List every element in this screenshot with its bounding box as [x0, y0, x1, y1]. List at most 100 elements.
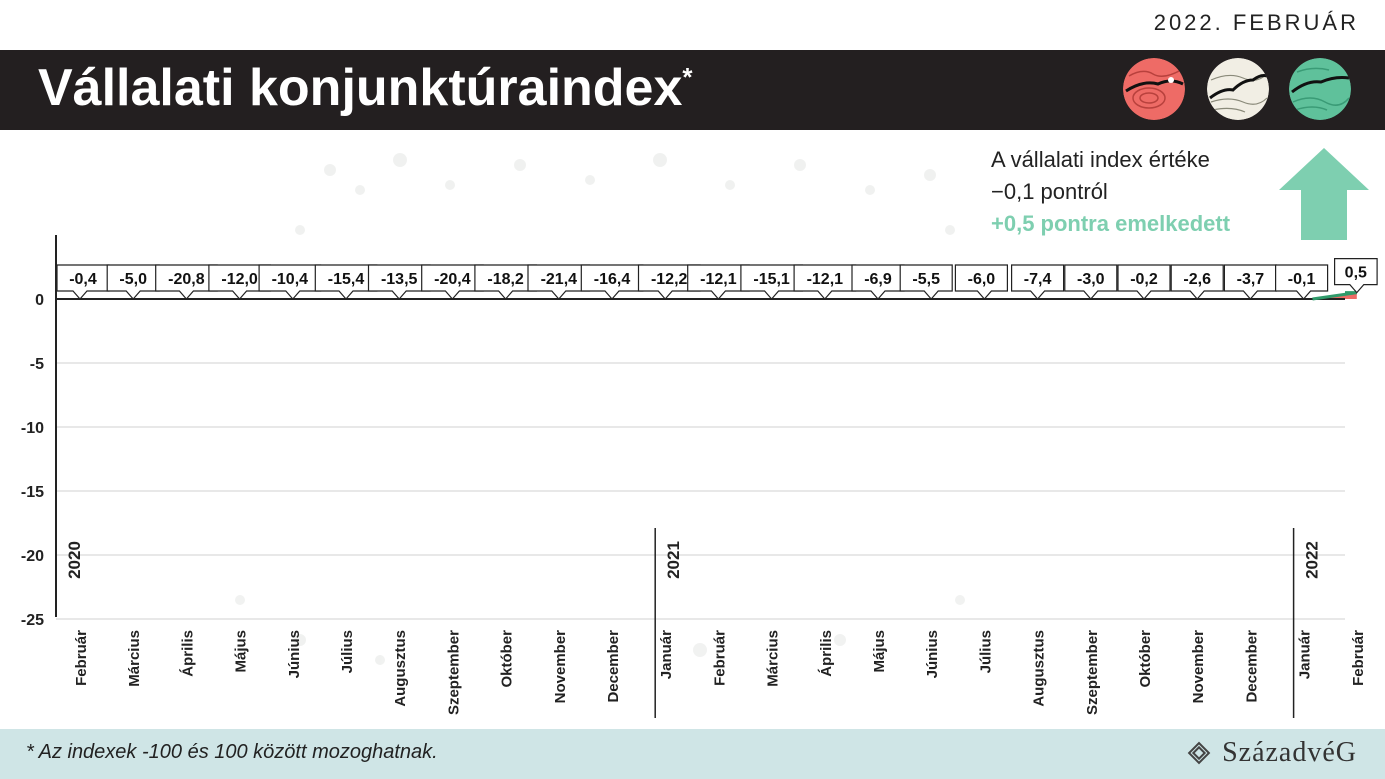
- x-tick-label: November: [1190, 630, 1207, 704]
- value-label: -0,4: [56, 264, 110, 300]
- x-tick-label: Szeptember: [445, 630, 462, 715]
- value-label: 0,5: [1334, 258, 1378, 294]
- value-label-text: -15,1: [753, 271, 790, 288]
- value-callout: [1334, 258, 1378, 294]
- x-tick-label: Február: [711, 630, 728, 686]
- value-label: -16,4: [580, 264, 644, 300]
- value-labels: -0,4 -5,0 -20,8 -12,0 -10,4 -15,4 -13,5 -20,4 -1…: [56, 258, 1378, 300]
- value-label: -12,1: [687, 264, 750, 300]
- value-label: -12,1: [793, 264, 857, 300]
- x-tick-label: Március: [765, 630, 782, 687]
- x-tick-label: Október: [499, 630, 516, 688]
- value-callout: [1275, 264, 1329, 300]
- x-tick-label: Október: [1137, 630, 1154, 688]
- info-text: A vállalati index értéke −0,1 pontról +0…: [991, 144, 1230, 240]
- value-label: -6,0: [954, 264, 1008, 300]
- value-label: -5,5: [899, 264, 953, 300]
- value-label: -21,4: [527, 264, 591, 300]
- value-label-text: -3,0: [1077, 271, 1105, 288]
- brand: SzázadvéG: [1184, 737, 1357, 769]
- value-label: -5,0: [106, 264, 160, 300]
- value-label: -6,9: [851, 264, 905, 300]
- value-label-text: -20,8: [168, 271, 205, 288]
- value-label-text: -12,1: [700, 271, 737, 288]
- x-tick-label: Június: [286, 630, 303, 678]
- info-line-2: −0,1 pontról: [991, 179, 1108, 204]
- value-callout: [1117, 264, 1171, 300]
- value-label: -13,5: [367, 264, 431, 300]
- x-tick-label: Március: [126, 630, 143, 687]
- y-tick-label: -25: [21, 612, 44, 629]
- brand-logo-icon: [1187, 741, 1211, 765]
- value-label: -3,0: [1064, 264, 1118, 300]
- year-markers: 2020 2021 2022: [65, 528, 1322, 718]
- value-label-text: -21,4: [541, 271, 578, 288]
- x-tick-label: Július: [339, 630, 356, 673]
- value-label-text: -12,0: [221, 271, 258, 288]
- value-label: -12,2: [637, 264, 701, 300]
- info-line-3: +0,5 pontra emelkedett: [991, 211, 1231, 236]
- value-label-text: -5,0: [119, 271, 147, 288]
- x-tick-label: Január: [1297, 630, 1314, 679]
- badge-cream-icon: [1207, 58, 1269, 120]
- value-label: -12,0: [208, 264, 271, 300]
- x-tick-label: Május: [233, 630, 250, 673]
- value-label-text: -0,1: [1288, 271, 1316, 288]
- chart: 0 -5 -10 -15 -20 -25 2020 2021 2022 Február Márc…: [21, 153, 1378, 718]
- value-callout: [954, 264, 1008, 300]
- date-label: 2022. FEBRUÁR: [1153, 10, 1359, 35]
- value-callout: [1064, 264, 1118, 300]
- background-dots: [235, 153, 984, 665]
- title-text: Vállalati konjunktúraindex: [38, 59, 683, 117]
- info-line-1: A vállalati index értéke: [991, 147, 1210, 172]
- value-label-text: -10,4: [272, 271, 309, 288]
- brand-name: SzázadvéG: [1222, 737, 1357, 768]
- value-label-text: -15,4: [328, 271, 365, 288]
- x-tick-label: Április: [179, 630, 196, 677]
- title-footnote-mark: *: [682, 62, 693, 92]
- x-tick-label: December: [605, 630, 622, 703]
- value-label-text: -5,5: [912, 271, 940, 288]
- value-label: -15,4: [314, 264, 378, 300]
- x-tick-label: Június: [924, 630, 941, 678]
- value-label: -2,6: [1170, 264, 1224, 300]
- x-tick-label: December: [1243, 630, 1260, 703]
- badge-red-icon: [1123, 58, 1185, 120]
- value-label-text: -7,4: [1024, 271, 1052, 288]
- value-callout: [899, 264, 953, 300]
- x-tick-label: Február: [73, 630, 90, 686]
- x-tick-label: Szeptember: [1084, 630, 1101, 715]
- value-label: -3,7: [1223, 264, 1277, 300]
- value-label-text: -12,1: [807, 271, 844, 288]
- x-tick-label: Augusztus: [1031, 630, 1048, 707]
- value-label-text: -2,6: [1183, 271, 1211, 288]
- y-tick-label: -10: [21, 420, 44, 437]
- x-axis-labels: Február Március Április Május Június Július Au…: [73, 630, 1367, 715]
- value-label-text: -18,2: [487, 271, 524, 288]
- value-label: -0,2: [1117, 264, 1171, 300]
- footnote: * Az indexek -100 és 100 között mozoghat…: [26, 741, 438, 763]
- x-tick-label: Február: [1350, 630, 1367, 686]
- arrow-up-icon: [1279, 148, 1369, 240]
- y-grid: [56, 298, 1345, 620]
- value-label: -15,1: [740, 264, 803, 300]
- value-label-text: -12,2: [651, 271, 688, 288]
- value-label-text: -13,5: [381, 271, 418, 288]
- footer: * Az indexek -100 és 100 között mozoghat…: [0, 729, 1385, 779]
- x-tick-label: Július: [977, 630, 994, 673]
- value-label: -20,8: [155, 264, 218, 300]
- title-bar: Vállalati konjunktúraindex*: [0, 50, 1385, 130]
- badge-green-icon: [1289, 58, 1351, 120]
- y-tick-label: 0: [35, 292, 44, 309]
- value-label-text: -0,4: [69, 271, 97, 288]
- year-label: 2020: [65, 541, 84, 579]
- value-label-text: -16,4: [594, 271, 631, 288]
- value-label-text: -3,7: [1237, 271, 1265, 288]
- value-label: -7,4: [1011, 264, 1065, 300]
- y-axis-labels: 0 -5 -10 -15 -20 -25: [21, 235, 57, 629]
- y-tick-label: -15: [21, 484, 44, 501]
- year-label: 2022: [1303, 541, 1322, 579]
- page-title: Vállalati konjunktúraindex*: [38, 58, 693, 118]
- year-label: 2021: [664, 541, 683, 579]
- value-label-text: -6,0: [968, 271, 996, 288]
